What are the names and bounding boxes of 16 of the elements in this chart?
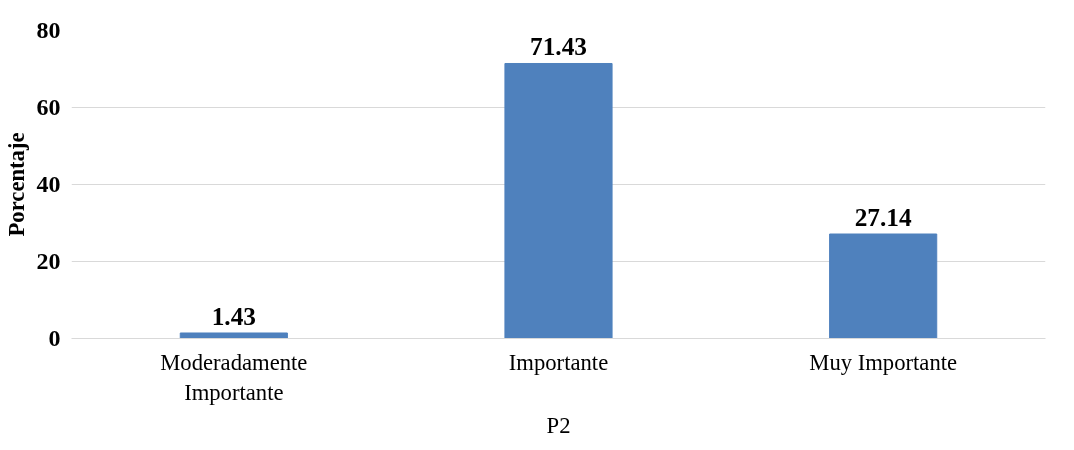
y-axis-title: Porcentaje — [3, 132, 29, 237]
bar — [179, 332, 288, 339]
x-tick-label: Moderadamente Importante — [160, 349, 308, 405]
y-tick-label: 0 — [48, 325, 61, 351]
x-tick-label: Importante — [508, 349, 609, 375]
x-axis-title: P2 — [546, 412, 571, 438]
y-tick-label: 20 — [36, 248, 61, 274]
data-label: 71.43 — [530, 32, 588, 61]
bar — [829, 233, 938, 339]
data-label: 27.14 — [854, 203, 912, 232]
y-tick-label: 80 — [36, 17, 61, 43]
data-label: 1.43 — [211, 301, 256, 330]
bar — [504, 62, 613, 339]
y-tick-label: 60 — [36, 94, 61, 120]
y-tick-label: 40 — [36, 171, 61, 197]
x-tick-label: Muy Importante — [809, 349, 958, 375]
